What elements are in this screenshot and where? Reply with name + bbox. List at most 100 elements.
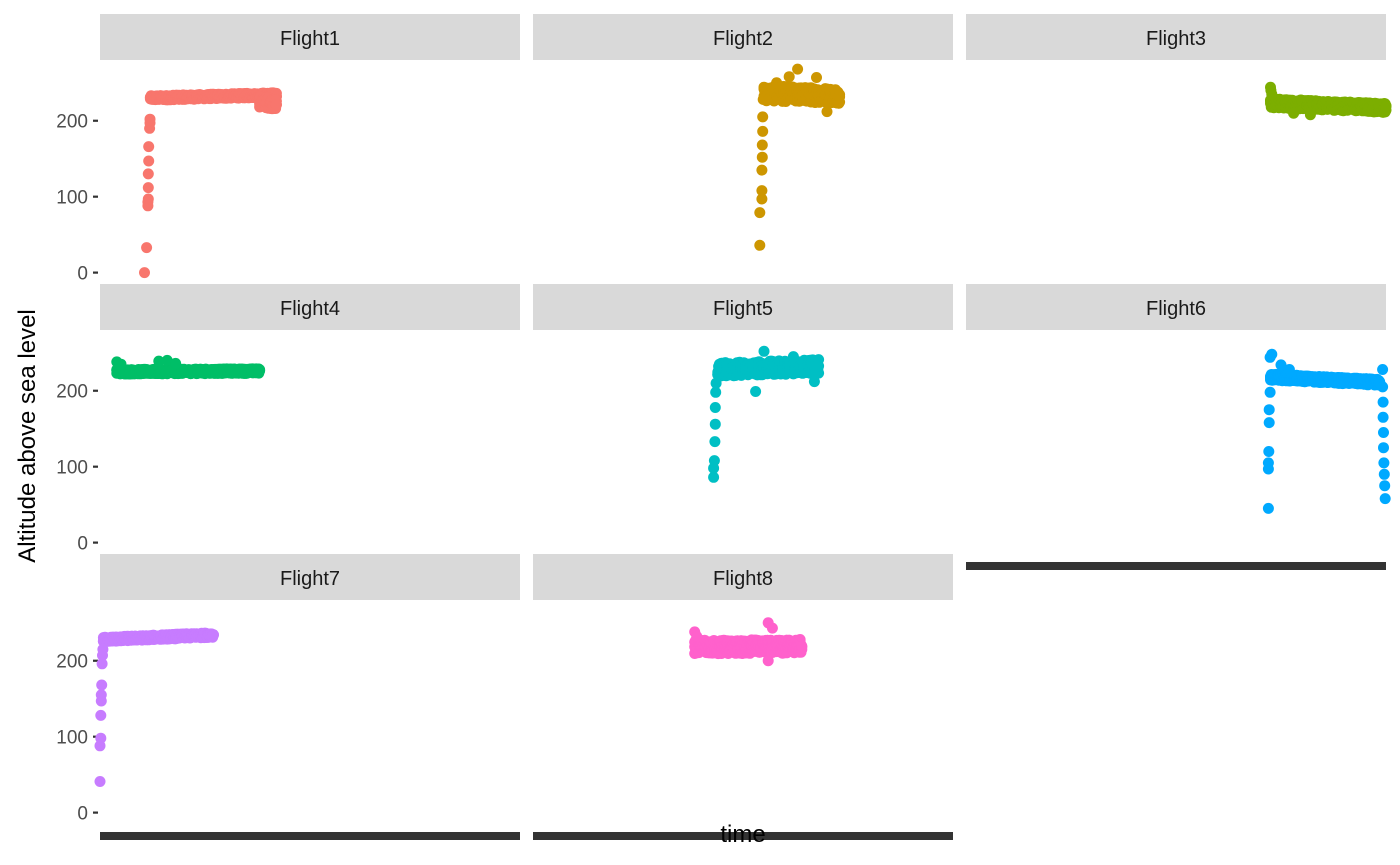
series-flight3 xyxy=(1265,81,1392,121)
data-point xyxy=(691,630,703,642)
data-point xyxy=(142,168,154,180)
facet-panel-flight3: Flight3 xyxy=(966,14,1392,121)
data-point xyxy=(1264,386,1276,398)
data-point xyxy=(709,402,721,413)
data-point xyxy=(153,355,165,367)
facet-panel-flight7: Flight7 0 100 200 xyxy=(56,554,520,840)
facet-strip-label: Flight2 xyxy=(713,28,773,50)
data-point xyxy=(1288,107,1300,119)
facet-strip-label: Flight8 xyxy=(713,568,773,590)
facet-panel-flight1: Flight1 0 100 200 xyxy=(56,14,520,285)
data-point xyxy=(1377,411,1389,423)
series-flight5 xyxy=(708,345,825,483)
data-point xyxy=(1262,502,1274,514)
data-point xyxy=(754,207,766,219)
facet-strip-label: Flight4 xyxy=(280,298,340,320)
data-point xyxy=(254,365,266,377)
data-point xyxy=(766,622,778,634)
facet-panel-flight5: Flight5 xyxy=(533,284,953,483)
data-point xyxy=(95,732,107,744)
series-flight8 xyxy=(689,617,808,667)
data-point xyxy=(95,709,107,721)
facet-panel-flight8: Flight8 xyxy=(533,554,953,840)
data-point xyxy=(115,358,127,370)
data-point xyxy=(756,139,768,151)
facet-strip xyxy=(100,284,520,330)
data-point xyxy=(1377,381,1389,393)
data-point xyxy=(787,351,799,363)
facet-strip xyxy=(966,14,1386,60)
data-point xyxy=(1379,493,1391,505)
data-point xyxy=(834,91,846,103)
data-point xyxy=(1266,88,1278,100)
data-point xyxy=(1378,427,1389,438)
data-point xyxy=(754,239,766,251)
facet-strip xyxy=(533,284,953,330)
data-point xyxy=(142,193,154,205)
data-point xyxy=(708,471,720,483)
data-point xyxy=(1263,417,1275,429)
data-point xyxy=(821,106,833,118)
data-point xyxy=(161,354,173,366)
y-tick-label: 0 xyxy=(77,534,88,555)
data-point xyxy=(783,71,795,83)
facet-strip xyxy=(100,14,520,60)
y-tick-label: 100 xyxy=(56,458,88,479)
data-point xyxy=(143,141,155,153)
data-point xyxy=(1266,348,1278,360)
data-point xyxy=(143,155,155,167)
data-point xyxy=(95,689,107,701)
data-point xyxy=(811,72,822,83)
data-point xyxy=(813,367,825,379)
data-point xyxy=(750,386,762,397)
data-point xyxy=(1304,109,1316,121)
data-point xyxy=(1380,100,1392,112)
facet-panel-flight2: Flight2 xyxy=(533,14,953,251)
data-point xyxy=(270,99,282,111)
facet-panel-flight4: Flight4 0 100 200 xyxy=(56,284,520,555)
data-point xyxy=(1378,442,1389,454)
facet-strip-label: Flight1 xyxy=(280,28,340,50)
data-point xyxy=(756,164,768,176)
facet-strip-label: Flight7 xyxy=(280,568,340,590)
series-flight7 xyxy=(94,627,219,787)
data-point xyxy=(97,643,109,655)
data-point xyxy=(207,629,219,641)
y-tick-label: 200 xyxy=(56,382,88,403)
series-flight1 xyxy=(139,87,282,279)
facet-strip-label: Flight3 xyxy=(1146,28,1206,50)
data-point xyxy=(1283,364,1295,375)
x-axis-line xyxy=(100,832,520,840)
series-flight2 xyxy=(754,63,846,251)
facet-strip xyxy=(966,284,1386,330)
data-point xyxy=(758,345,770,357)
data-point xyxy=(139,267,150,279)
data-point xyxy=(1379,480,1391,492)
data-point xyxy=(757,111,769,123)
data-point xyxy=(792,63,804,75)
data-point xyxy=(771,77,783,89)
data-point xyxy=(808,376,820,388)
data-point xyxy=(96,679,108,691)
data-point xyxy=(142,182,154,194)
facet-strip-label: Flight6 xyxy=(1146,298,1206,320)
facet-panel-flight6: Flight6 xyxy=(966,284,1391,570)
y-tick-label: 0 xyxy=(77,264,88,285)
y-tick-label: 200 xyxy=(56,652,88,673)
data-point xyxy=(1377,364,1389,375)
facet-strip xyxy=(533,14,953,60)
data-point xyxy=(710,386,722,398)
data-point xyxy=(756,185,768,197)
facet-strip-label: Flight5 xyxy=(713,298,773,320)
data-point xyxy=(1378,457,1390,469)
data-point xyxy=(762,655,774,667)
data-point xyxy=(144,113,156,125)
facet-panels: Flight1 0 100 200 Flight2 Flight3 Flight4 0 100 2… xyxy=(56,14,1392,840)
x-axis-line xyxy=(966,562,1386,570)
data-point xyxy=(710,377,722,389)
data-point xyxy=(141,242,153,254)
data-point xyxy=(709,418,721,430)
data-point xyxy=(1377,396,1389,408)
data-point xyxy=(708,455,720,467)
